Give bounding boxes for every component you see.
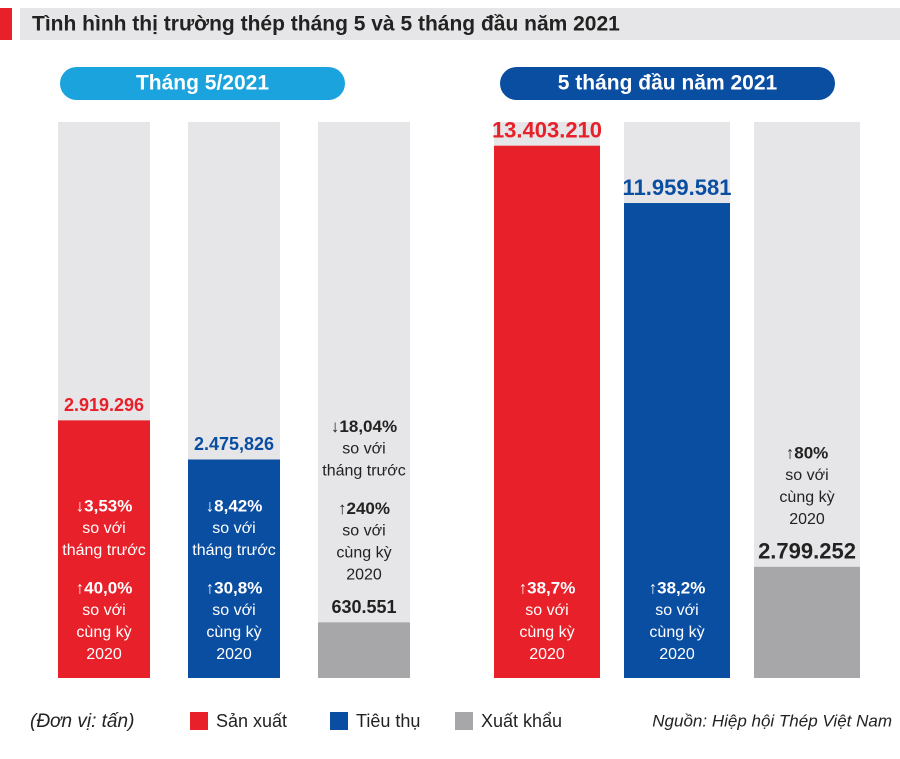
legend-swatch bbox=[190, 712, 208, 730]
bar-note: 2020 bbox=[529, 646, 565, 663]
bar-note: ↑38,2% bbox=[649, 578, 706, 597]
bar-note: so với bbox=[82, 520, 125, 537]
legend-label: Tiêu thụ bbox=[356, 711, 420, 731]
bar bbox=[318, 622, 410, 678]
bar-note: 2020 bbox=[659, 646, 695, 663]
bar-note: 2020 bbox=[216, 646, 252, 663]
bar bbox=[58, 420, 150, 678]
bar-note: so với bbox=[212, 520, 255, 537]
bar-note: cùng kỳ bbox=[76, 624, 131, 641]
source: Nguồn: Hiệp hội Thép Việt Nam bbox=[652, 711, 892, 730]
title: Tình hình thị trường thép tháng 5 và 5 t… bbox=[32, 13, 620, 36]
legend-label: Xuất khẩu bbox=[481, 711, 562, 731]
bar-note: tháng trước bbox=[62, 542, 145, 559]
value-label: 2.475,826 bbox=[194, 434, 274, 454]
value-label: 2.799.252 bbox=[758, 539, 856, 564]
panel-title: 5 tháng đầu năm 2021 bbox=[558, 72, 778, 95]
value-label: 11.959.581 bbox=[623, 175, 732, 200]
bar-note: ↑30,8% bbox=[206, 578, 263, 597]
legend-swatch bbox=[455, 712, 473, 730]
bar-note: ↓3,53% bbox=[76, 496, 133, 515]
bar bbox=[624, 203, 730, 678]
bar-note: ↑40,0% bbox=[76, 578, 133, 597]
bar-note: so với bbox=[525, 602, 568, 619]
bar-note: cùng kỳ bbox=[336, 545, 391, 562]
bar-note: 2020 bbox=[789, 511, 825, 528]
bar-note: 2020 bbox=[86, 646, 122, 663]
bar-note: 2020 bbox=[346, 567, 382, 584]
value-label: 630.551 bbox=[331, 597, 396, 617]
bar bbox=[754, 566, 860, 678]
panel-header bbox=[60, 67, 345, 100]
bar-note: ↑240% bbox=[338, 499, 390, 518]
bar bbox=[188, 459, 280, 678]
panel-header bbox=[500, 67, 835, 100]
bar-note: so với bbox=[655, 602, 698, 619]
bar-note: tháng trước bbox=[192, 542, 275, 559]
bar-note: tháng trước bbox=[322, 463, 405, 480]
value-label: 13.403.210 bbox=[492, 118, 602, 143]
title-accent bbox=[0, 8, 12, 40]
bar-note: so với bbox=[785, 467, 828, 484]
bar-note: ↑80% bbox=[786, 443, 829, 462]
bar-note: cùng kỳ bbox=[649, 624, 704, 641]
bar-track bbox=[318, 122, 410, 678]
panel-title: Tháng 5/2021 bbox=[136, 72, 269, 95]
bar-note: cùng kỳ bbox=[206, 624, 261, 641]
bar-note: ↓18,04% bbox=[331, 417, 397, 436]
bar-note: cùng kỳ bbox=[779, 489, 834, 506]
legend-label: Sản xuất bbox=[216, 711, 287, 731]
bar-note: so với bbox=[342, 441, 385, 458]
bar-note: so với bbox=[212, 602, 255, 619]
bar-note: so với bbox=[82, 602, 125, 619]
bar-note: cùng kỳ bbox=[519, 624, 574, 641]
bar-note: so với bbox=[342, 523, 385, 540]
legend-swatch bbox=[330, 712, 348, 730]
bar bbox=[494, 145, 600, 678]
title-bar bbox=[20, 8, 900, 40]
value-label: 2.919.296 bbox=[64, 395, 144, 415]
unit-label: (Đơn vị: tấn) bbox=[30, 711, 134, 732]
bar-note: ↑38,7% bbox=[519, 578, 576, 597]
bar-note: ↓8,42% bbox=[206, 496, 263, 515]
